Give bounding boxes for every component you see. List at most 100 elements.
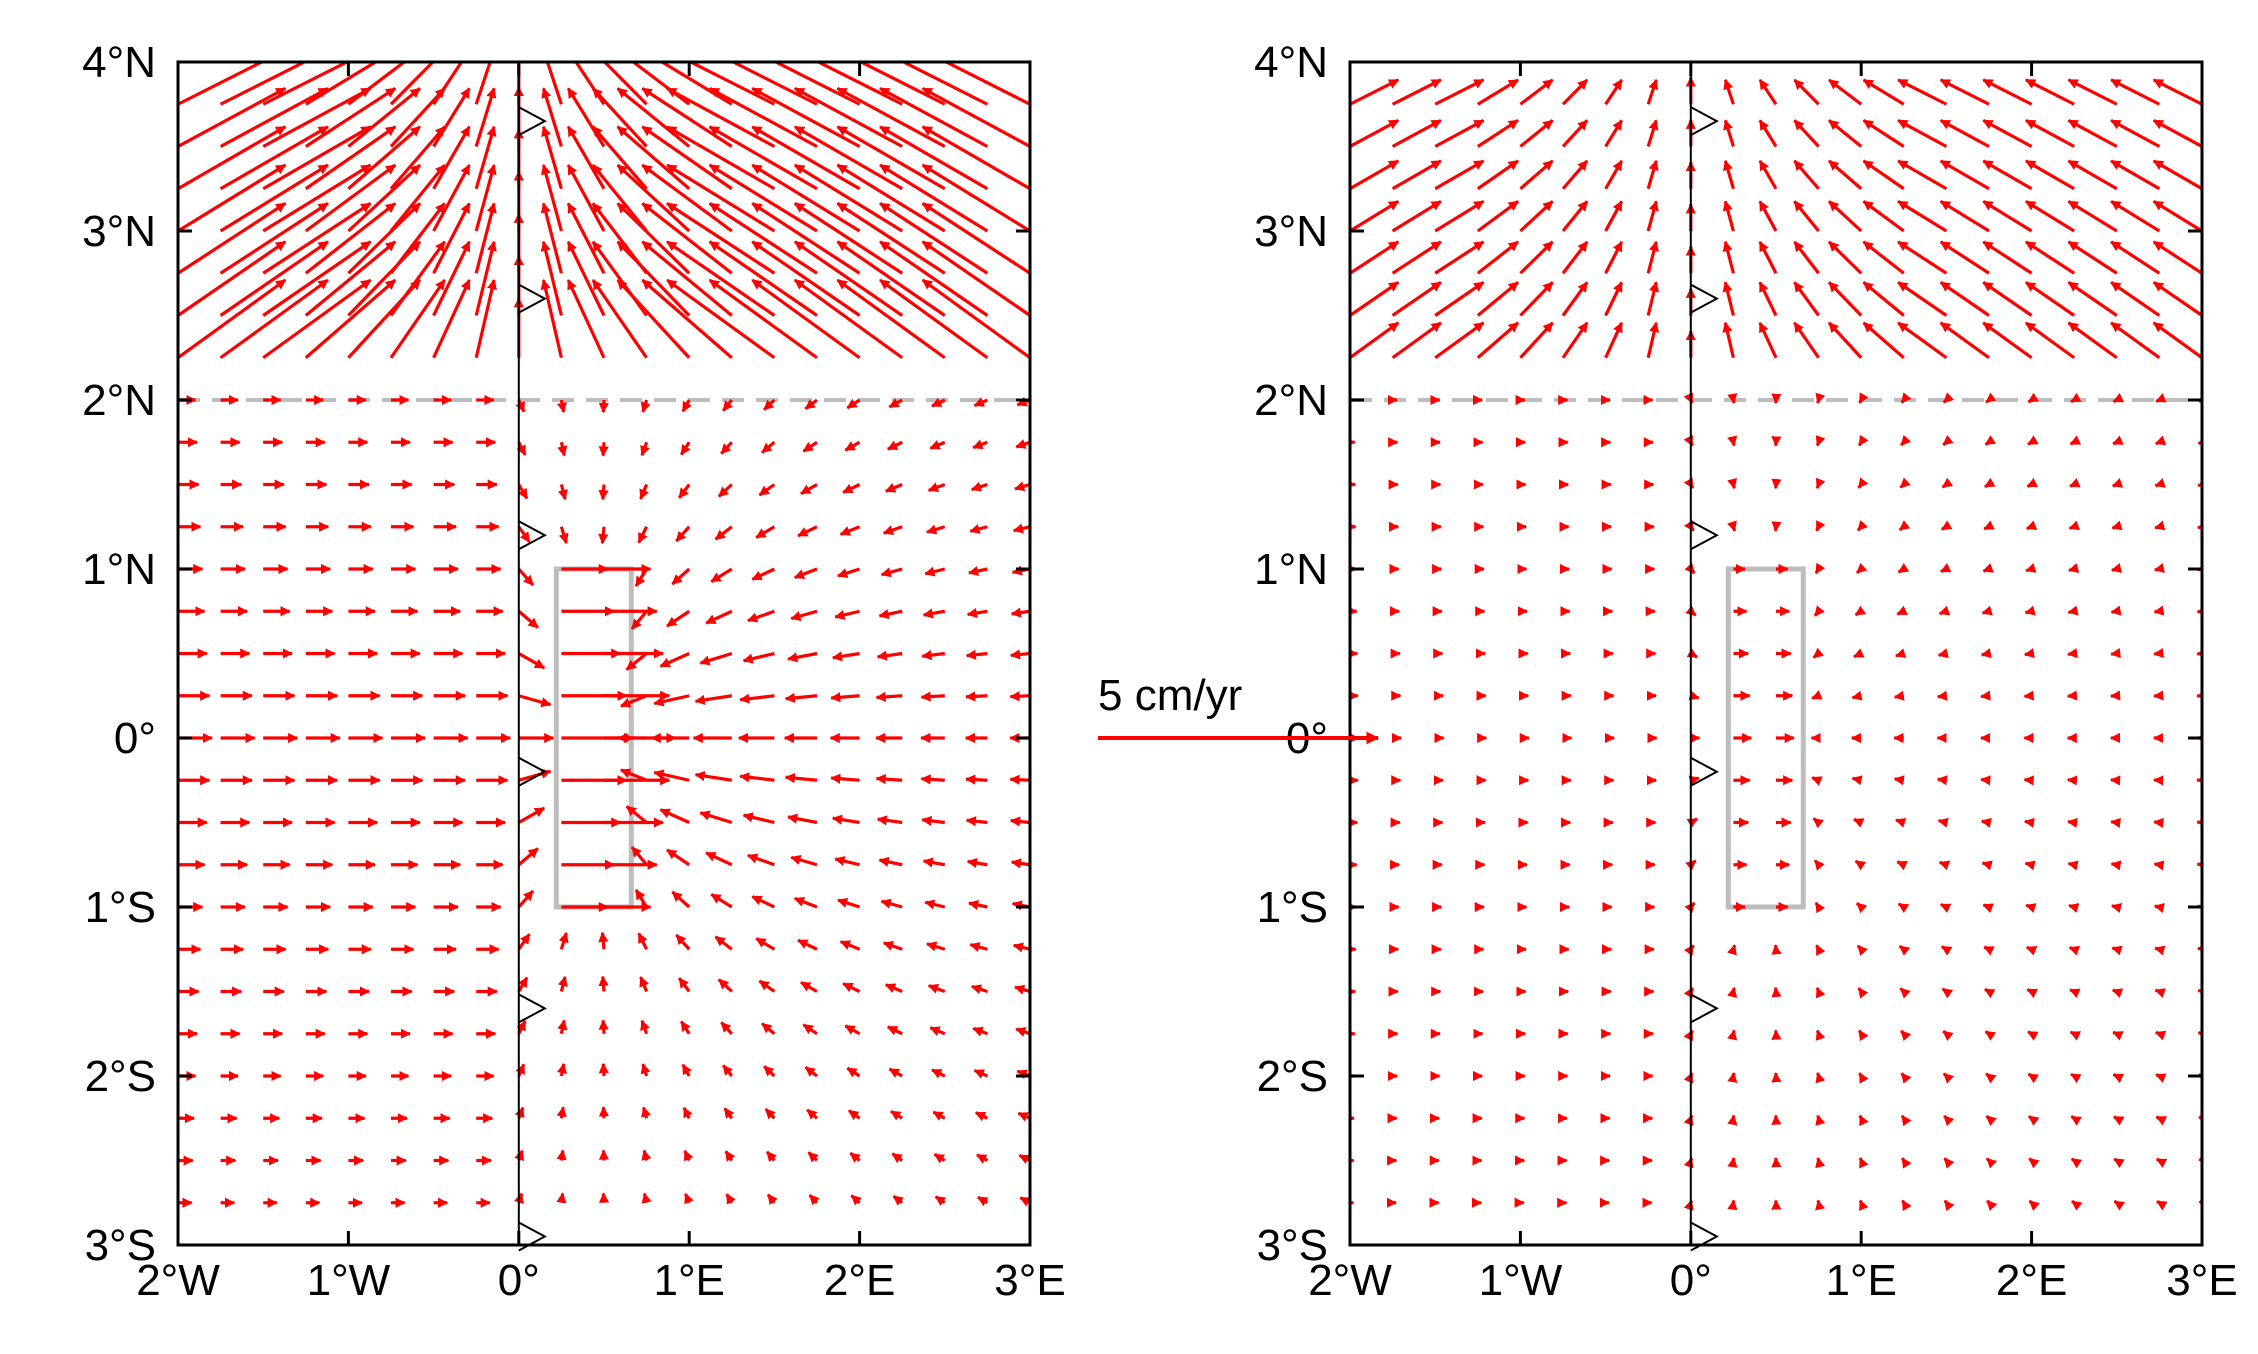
field-arrow xyxy=(1856,520,1868,532)
field-arrow xyxy=(1811,776,1823,786)
field-arrow xyxy=(830,692,860,703)
field-arrow xyxy=(517,610,539,629)
field-arrow xyxy=(1897,280,1948,317)
field-arrow xyxy=(1862,119,1905,148)
field-arrow xyxy=(683,1149,694,1162)
field-arrow xyxy=(751,125,861,191)
field-arrow xyxy=(1010,607,1030,618)
field-arrow xyxy=(1476,78,1519,106)
field-arrow xyxy=(630,846,648,866)
field-arrow xyxy=(666,848,691,867)
field-arrow xyxy=(2023,690,2035,701)
field-arrow xyxy=(793,567,818,579)
y-tick-label: 3°N xyxy=(1254,207,1328,256)
field-arrow xyxy=(2110,860,2122,871)
field-arrow xyxy=(708,278,818,360)
field-arrow xyxy=(2067,280,2118,317)
field-arrow xyxy=(808,1193,820,1206)
field-arrow xyxy=(684,1192,694,1205)
segment-marker xyxy=(518,283,547,314)
field-arrow xyxy=(517,847,539,866)
field-arrow xyxy=(1646,78,1659,105)
field-arrow xyxy=(965,649,988,660)
field-arrow xyxy=(2152,199,2202,233)
field-arrow xyxy=(1793,240,1820,275)
field-arrow xyxy=(1722,200,1735,232)
field-arrow xyxy=(1827,200,1863,233)
field-arrow xyxy=(1943,1199,1955,1212)
field-arrow xyxy=(1758,240,1778,274)
y-tick-label: 1°S xyxy=(85,883,156,932)
segment-marker xyxy=(518,756,547,787)
field-arrow xyxy=(1519,321,1554,359)
field-arrow xyxy=(1391,199,1442,233)
field-arrow xyxy=(921,86,1030,148)
field-arrow xyxy=(834,856,860,867)
field-arrow xyxy=(966,857,988,869)
field-arrow xyxy=(1012,523,1030,534)
field-arrow xyxy=(262,86,372,148)
field-arrow xyxy=(556,1192,567,1204)
field-arrow xyxy=(714,525,733,541)
field-arrow xyxy=(2025,520,2038,531)
field-arrow xyxy=(1982,199,2033,233)
field-arrow xyxy=(708,86,818,148)
field-arrow xyxy=(389,240,446,317)
field-arrow xyxy=(836,163,946,233)
field-arrow xyxy=(1900,1157,1912,1169)
field-arrow xyxy=(557,484,568,501)
field-arrow xyxy=(2069,477,2081,488)
field-arrow xyxy=(2067,159,2118,191)
field-arrow xyxy=(800,980,818,993)
field-arrow xyxy=(2110,159,2161,191)
field-arrow xyxy=(1982,78,2033,106)
field-arrow xyxy=(969,524,988,534)
field-arrow xyxy=(1982,280,2033,317)
field-arrow xyxy=(517,933,531,951)
field-arrow xyxy=(1434,321,1485,360)
field-arrow xyxy=(1793,159,1820,190)
field-arrow xyxy=(1853,648,1865,659)
field-arrow xyxy=(219,240,329,317)
field-arrow xyxy=(714,935,733,951)
field-arrow xyxy=(1862,200,1905,233)
field-arrow xyxy=(793,897,818,909)
field-arrow xyxy=(557,441,568,457)
field-arrow xyxy=(694,694,733,705)
field-arrow xyxy=(2068,945,2080,956)
field-arrow xyxy=(1939,902,1952,913)
field-arrow xyxy=(178,278,287,360)
field-arrow xyxy=(772,62,861,106)
field-arrow xyxy=(1727,435,1738,447)
field-arrow xyxy=(921,125,1030,191)
field-arrow xyxy=(879,202,989,275)
field-arrow xyxy=(965,816,988,827)
field-arrow xyxy=(1858,1157,1869,1169)
segment-marker xyxy=(518,106,547,137)
field-arrow xyxy=(1942,1029,1954,1042)
field-arrow xyxy=(922,857,946,868)
field-arrow xyxy=(517,525,531,543)
field-arrow xyxy=(974,1111,989,1122)
field-arrow xyxy=(474,279,498,359)
field-arrow xyxy=(739,772,775,783)
field-arrow xyxy=(1857,987,1869,999)
field-arrow xyxy=(1391,321,1442,360)
field-arrow xyxy=(751,895,776,909)
y-tick-label: 1°N xyxy=(1254,545,1328,594)
field-arrow xyxy=(2112,392,2125,403)
field-arrow xyxy=(2067,321,2118,360)
field-arrow xyxy=(1604,281,1624,317)
field-arrow xyxy=(1942,392,1955,404)
field-arrow xyxy=(1723,119,1735,147)
field-arrow xyxy=(926,941,946,952)
field-arrow xyxy=(1646,240,1659,274)
field-arrow xyxy=(967,899,988,910)
field-arrow xyxy=(793,163,904,233)
field-arrow xyxy=(876,815,903,826)
field-arrow xyxy=(558,932,569,950)
field-arrow xyxy=(1942,434,1954,447)
field-arrow xyxy=(1897,118,1948,148)
field-arrow xyxy=(1941,477,1954,489)
field-arrow xyxy=(1985,1072,1997,1084)
